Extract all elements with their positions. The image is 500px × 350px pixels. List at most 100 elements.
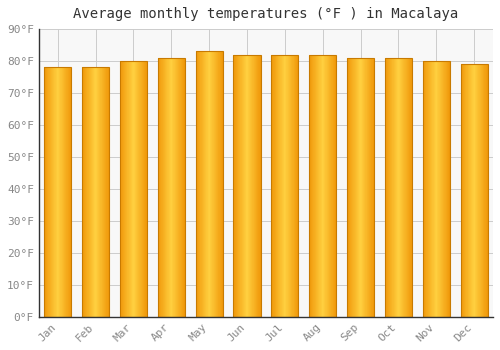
Bar	[158, 58, 159, 317]
Bar	[89, 68, 90, 317]
Bar	[45, 68, 46, 317]
Bar	[234, 55, 235, 317]
Bar	[212, 51, 213, 317]
Bar	[397, 58, 398, 317]
Bar	[274, 55, 275, 317]
Bar	[271, 55, 272, 317]
Bar	[444, 61, 445, 317]
Bar	[243, 55, 244, 317]
Bar	[324, 55, 325, 317]
Bar	[90, 68, 91, 317]
Bar	[292, 55, 293, 317]
Bar	[126, 61, 127, 317]
Bar	[372, 58, 373, 317]
Bar	[56, 68, 57, 317]
Bar	[124, 61, 126, 317]
Bar	[130, 61, 132, 317]
Bar	[447, 61, 448, 317]
Bar	[257, 55, 258, 317]
Bar	[254, 55, 255, 317]
Bar	[63, 68, 64, 317]
Bar	[335, 55, 336, 317]
Bar	[57, 68, 58, 317]
Bar	[409, 58, 410, 317]
Bar	[165, 58, 166, 317]
Bar	[334, 55, 335, 317]
Bar	[463, 64, 464, 317]
Bar	[436, 61, 437, 317]
Bar	[424, 61, 425, 317]
Bar	[387, 58, 388, 317]
Bar	[354, 58, 355, 317]
Bar	[213, 51, 214, 317]
Bar	[411, 58, 412, 317]
Bar	[98, 68, 99, 317]
Bar	[408, 58, 409, 317]
Bar	[361, 58, 362, 317]
Bar	[485, 64, 486, 317]
Bar	[255, 55, 256, 317]
Bar	[178, 58, 179, 317]
Bar	[244, 55, 245, 317]
Bar	[438, 61, 439, 317]
Bar	[386, 58, 387, 317]
Bar	[277, 55, 278, 317]
Bar	[477, 64, 478, 317]
Bar	[357, 58, 358, 317]
Bar	[320, 55, 321, 317]
Bar	[385, 58, 412, 317]
Bar	[328, 55, 330, 317]
Bar	[476, 64, 477, 317]
Bar	[241, 55, 242, 317]
Bar	[58, 68, 59, 317]
Bar	[49, 68, 50, 317]
Bar	[480, 64, 481, 317]
Bar	[252, 55, 253, 317]
Bar	[434, 61, 435, 317]
Bar	[216, 51, 217, 317]
Bar	[275, 55, 276, 317]
Bar	[48, 68, 49, 317]
Bar	[219, 51, 220, 317]
Bar	[61, 68, 62, 317]
Bar	[196, 51, 197, 317]
Bar	[211, 51, 212, 317]
Bar	[446, 61, 447, 317]
Bar	[280, 55, 281, 317]
Bar	[389, 58, 390, 317]
Bar	[460, 64, 488, 317]
Bar	[288, 55, 289, 317]
Bar	[129, 61, 130, 317]
Bar	[407, 58, 408, 317]
Bar	[392, 58, 393, 317]
Bar	[47, 68, 48, 317]
Bar	[146, 61, 147, 317]
Bar	[445, 61, 446, 317]
Bar	[402, 58, 403, 317]
Bar	[59, 68, 60, 317]
Bar	[356, 58, 357, 317]
Bar	[437, 61, 438, 317]
Bar	[394, 58, 395, 317]
Bar	[240, 55, 241, 317]
Bar	[287, 55, 288, 317]
Bar	[422, 61, 450, 317]
Bar	[170, 58, 171, 317]
Bar	[247, 55, 248, 317]
Bar	[293, 55, 294, 317]
Bar	[373, 58, 374, 317]
Bar	[431, 61, 432, 317]
Bar	[136, 61, 138, 317]
Bar	[166, 58, 167, 317]
Bar	[55, 68, 56, 317]
Bar	[352, 58, 353, 317]
Bar	[483, 64, 484, 317]
Bar	[67, 68, 68, 317]
Bar	[44, 68, 45, 317]
Bar	[127, 61, 128, 317]
Bar	[179, 58, 180, 317]
Bar	[396, 58, 397, 317]
Bar	[105, 68, 106, 317]
Bar	[391, 58, 392, 317]
Bar	[296, 55, 297, 317]
